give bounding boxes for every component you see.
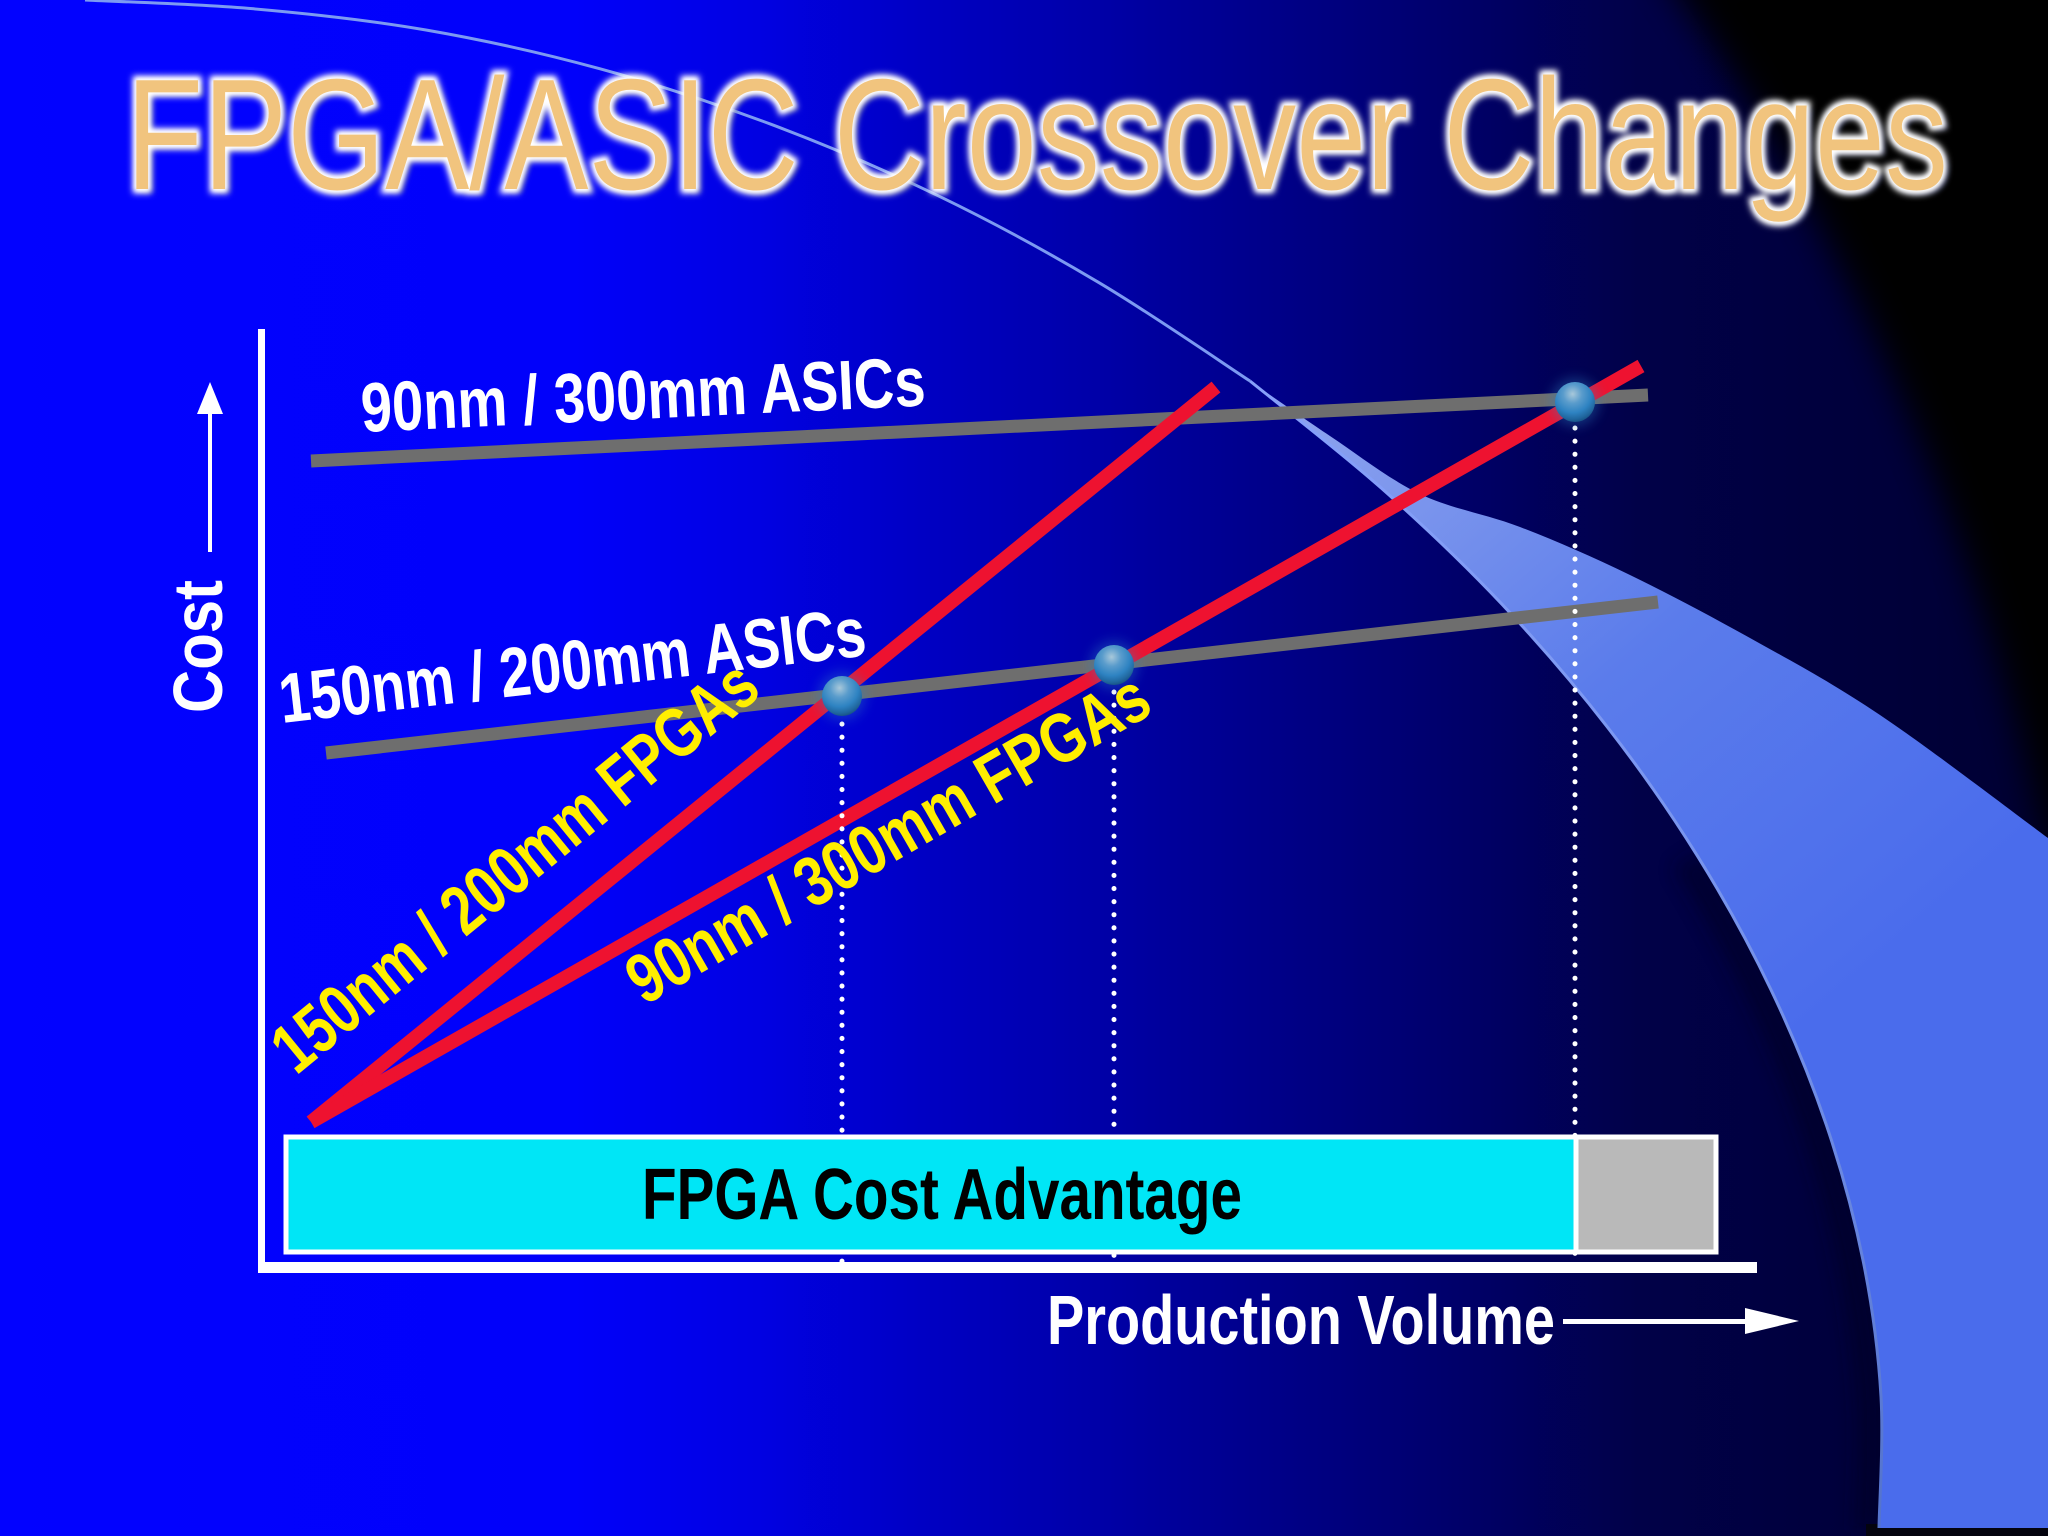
svg-text:FPGA Cost Advantage: FPGA Cost Advantage (642, 1155, 1242, 1235)
svg-text:FPGA/ASIC Crossover Changes: FPGA/ASIC Crossover Changes (126, 47, 1948, 223)
svg-text:Production Volume: Production Volume (1047, 1281, 1555, 1359)
svg-text:FPGA/ASIC Crossover Changes: FPGA/ASIC Crossover Changes (131, 51, 1953, 227)
svg-text:FPGA/ASIC Crossover Changes: FPGA/ASIC Crossover Changes (126, 47, 1948, 223)
svg-text:FPGA/ASIC Crossover Changes: FPGA/ASIC Crossover Changes (126, 47, 1948, 223)
svg-text:Cost: Cost (159, 580, 237, 713)
